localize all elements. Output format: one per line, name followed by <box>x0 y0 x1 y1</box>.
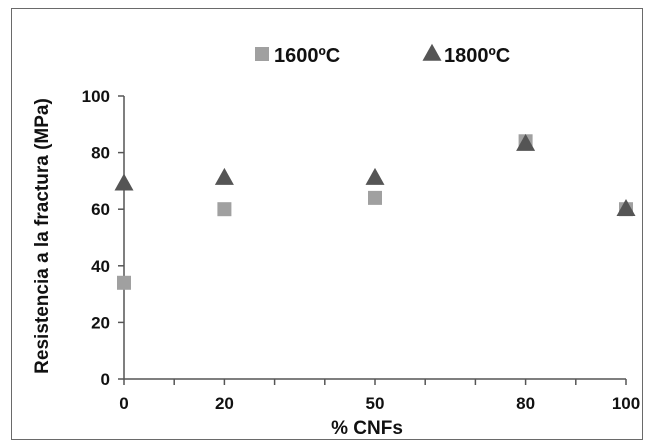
y-axis-title: Resistencia a la fractura (MPa) <box>32 98 53 374</box>
y-tick-label: 0 <box>101 370 110 389</box>
y-tick-label: 60 <box>91 200 110 219</box>
chart-frame <box>11 8 643 440</box>
data-point-triangle <box>516 133 536 151</box>
legend-label: 1800ºC <box>444 45 510 67</box>
data-point-triangle <box>616 199 636 216</box>
y-tick-label: 40 <box>91 257 110 276</box>
y-tick-label: 80 <box>91 144 110 163</box>
x-axis-title: % CNFs <box>331 418 403 439</box>
legend: 1600ºC 1800ºC <box>255 43 510 67</box>
data-point-triangle <box>214 167 234 185</box>
legend-marker-triangle <box>422 43 442 61</box>
y-tick-label: 100 <box>82 87 110 106</box>
x-tick-label: 20 <box>215 394 234 413</box>
data-point-square <box>117 275 131 290</box>
data-point-square <box>217 202 232 217</box>
x-tick-label: 50 <box>366 394 385 413</box>
x-tick-label: 80 <box>516 394 535 413</box>
y-tick-label: 20 <box>91 313 110 332</box>
x-tick-label: 0 <box>119 394 128 413</box>
legend-label: 1600ºC <box>274 45 340 67</box>
data-point-triangle <box>365 167 385 185</box>
legend-marker-square <box>255 47 269 61</box>
data-points <box>114 133 636 290</box>
x-ticks: 0 20 50 80 100 <box>119 379 640 413</box>
data-point-square <box>368 190 382 205</box>
axes <box>123 96 626 380</box>
x-tick-label: 100 <box>612 394 640 413</box>
data-point-triangle <box>114 173 134 191</box>
y-ticks: 0 20 40 60 80 100 <box>82 87 124 389</box>
